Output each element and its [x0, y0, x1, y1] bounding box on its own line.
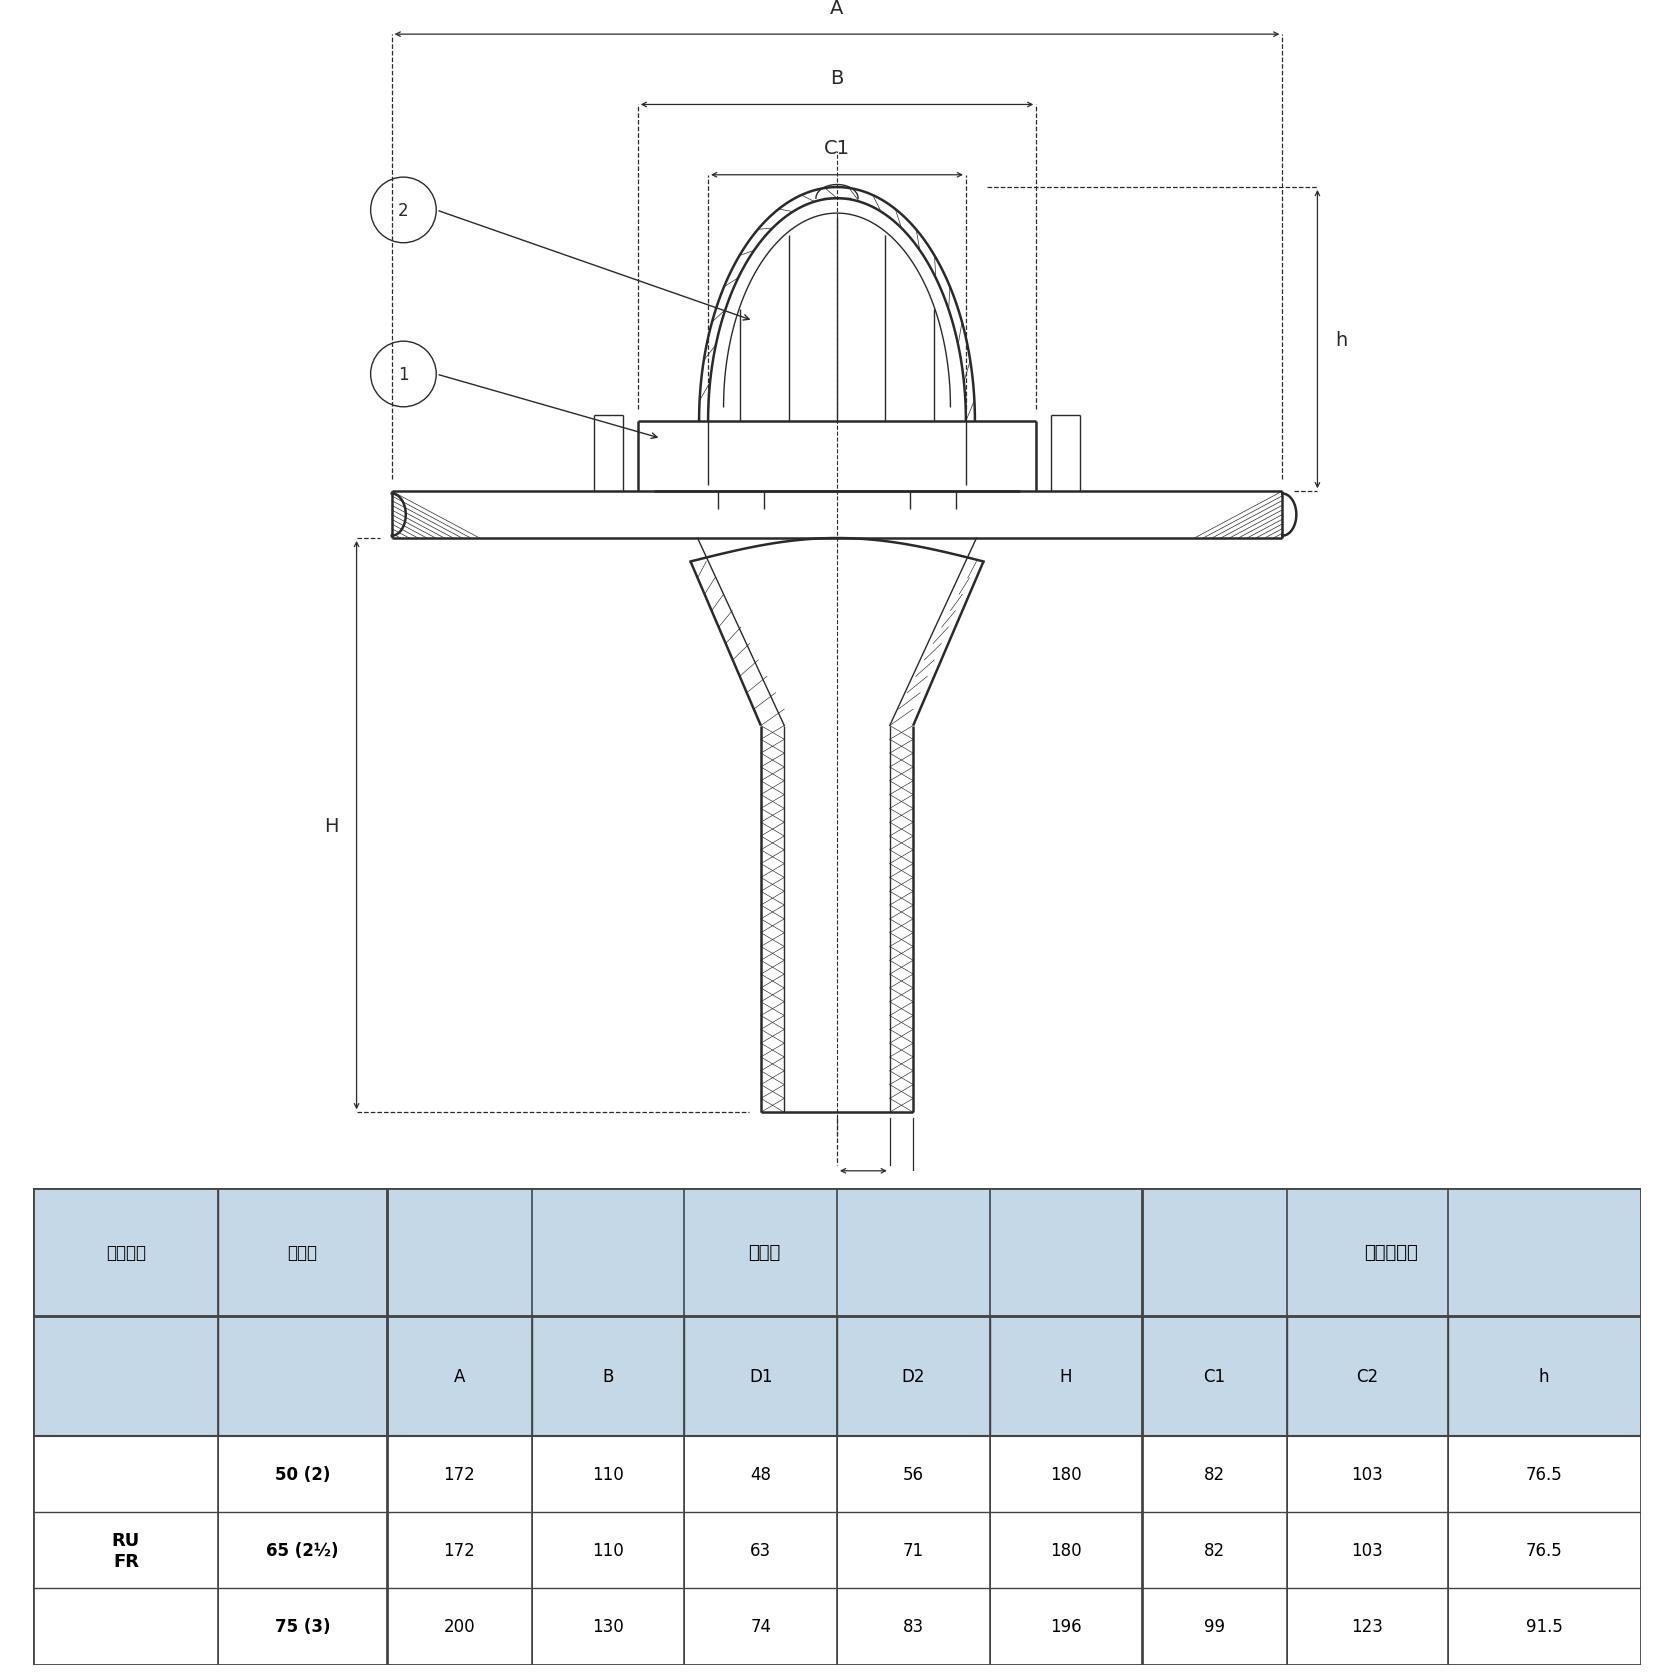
Bar	[33, 1435, 217, 1512]
Text: 82: 82	[1203, 1541, 1225, 1559]
Text: D2: D2	[902, 1367, 925, 1385]
Text: 74: 74	[750, 1618, 771, 1636]
Text: 65 (2½): 65 (2½)	[266, 1541, 338, 1559]
Text: H: H	[325, 816, 338, 835]
Text: 2: 2	[398, 202, 408, 219]
Bar	[684, 1317, 836, 1435]
Text: 76.5: 76.5	[1524, 1466, 1561, 1482]
Text: 型式記号: 型式記号	[105, 1243, 146, 1261]
Bar	[217, 1435, 386, 1512]
Bar	[217, 1512, 386, 1588]
Bar	[386, 1435, 532, 1512]
Text: C1: C1	[823, 139, 850, 159]
Text: RU
FR: RU FR	[112, 1531, 141, 1569]
Bar	[1287, 1588, 1447, 1665]
Bar	[532, 1512, 684, 1588]
Bar	[217, 1588, 386, 1665]
Text: h: h	[1335, 330, 1347, 350]
Bar	[532, 1435, 684, 1512]
Text: B: B	[602, 1367, 614, 1385]
Bar	[386, 1512, 532, 1588]
Text: 200: 200	[443, 1618, 475, 1636]
Bar	[1447, 1435, 1640, 1512]
Bar	[33, 1512, 217, 1588]
Text: 75 (3): 75 (3)	[274, 1618, 330, 1636]
Bar	[386, 1317, 532, 1435]
Bar	[1141, 1512, 1287, 1588]
Text: 172: 172	[443, 1466, 475, 1482]
Text: 48: 48	[750, 1466, 771, 1482]
Text: 123: 123	[1350, 1618, 1382, 1636]
Bar	[33, 1317, 217, 1435]
Bar	[1447, 1317, 1640, 1435]
Text: 110: 110	[592, 1466, 624, 1482]
Bar	[836, 1435, 989, 1512]
Bar	[1287, 1512, 1447, 1588]
Text: 63: 63	[750, 1541, 771, 1559]
Text: 76.5: 76.5	[1524, 1541, 1561, 1559]
Bar	[33, 1588, 217, 1665]
Bar	[532, 1317, 684, 1435]
Text: 呼ビ径: 呼ビ径	[288, 1243, 318, 1261]
Text: D1: D1	[850, 1188, 875, 1206]
Text: 82: 82	[1203, 1466, 1225, 1482]
Text: 196: 196	[1049, 1618, 1081, 1636]
Bar	[836, 1588, 989, 1665]
Text: 1: 1	[398, 366, 408, 383]
Bar	[989, 1512, 1141, 1588]
Bar	[684, 1588, 836, 1665]
Bar	[989, 1588, 1141, 1665]
Bar	[684, 1435, 836, 1512]
Bar	[1287, 1317, 1447, 1435]
Text: 56: 56	[902, 1466, 923, 1482]
Bar	[1141, 1317, 1287, 1435]
Bar	[684, 1512, 836, 1588]
Bar	[836, 1317, 989, 1435]
Text: 71: 71	[902, 1541, 923, 1559]
Bar	[386, 1188, 1141, 1317]
Text: 99: 99	[1203, 1618, 1225, 1636]
Text: 180: 180	[1049, 1466, 1081, 1482]
Text: 130: 130	[592, 1618, 624, 1636]
Text: A: A	[830, 0, 843, 18]
Text: 103: 103	[1350, 1466, 1382, 1482]
Text: ストレーナ: ストレーナ	[1363, 1243, 1417, 1261]
Text: B: B	[830, 69, 843, 87]
Bar	[217, 1317, 386, 1435]
Bar	[1141, 1588, 1287, 1665]
Text: 110: 110	[592, 1541, 624, 1559]
Bar	[386, 1588, 532, 1665]
Bar	[989, 1435, 1141, 1512]
Text: 91.5: 91.5	[1524, 1618, 1561, 1636]
Bar	[217, 1188, 386, 1317]
Bar	[1141, 1435, 1287, 1512]
Bar	[33, 1188, 217, 1317]
Text: C1: C1	[1203, 1367, 1225, 1385]
Bar	[1447, 1588, 1640, 1665]
Text: h: h	[1537, 1367, 1549, 1385]
Text: H: H	[1059, 1367, 1072, 1385]
Text: 103: 103	[1350, 1541, 1382, 1559]
Bar	[836, 1512, 989, 1588]
Bar	[1287, 1435, 1447, 1512]
Text: 172: 172	[443, 1541, 475, 1559]
Text: D2: D2	[862, 1241, 887, 1260]
Text: 50 (2): 50 (2)	[274, 1466, 330, 1482]
Bar	[1447, 1512, 1640, 1588]
Text: 83: 83	[902, 1618, 923, 1636]
Bar	[989, 1317, 1141, 1435]
Text: 180: 180	[1049, 1541, 1081, 1559]
Text: D1: D1	[748, 1367, 771, 1385]
Bar	[532, 1588, 684, 1665]
Text: C2: C2	[1355, 1367, 1377, 1385]
Bar	[1141, 1188, 1640, 1317]
Text: A: A	[453, 1367, 465, 1385]
Text: 本　体: 本 体	[748, 1243, 780, 1261]
